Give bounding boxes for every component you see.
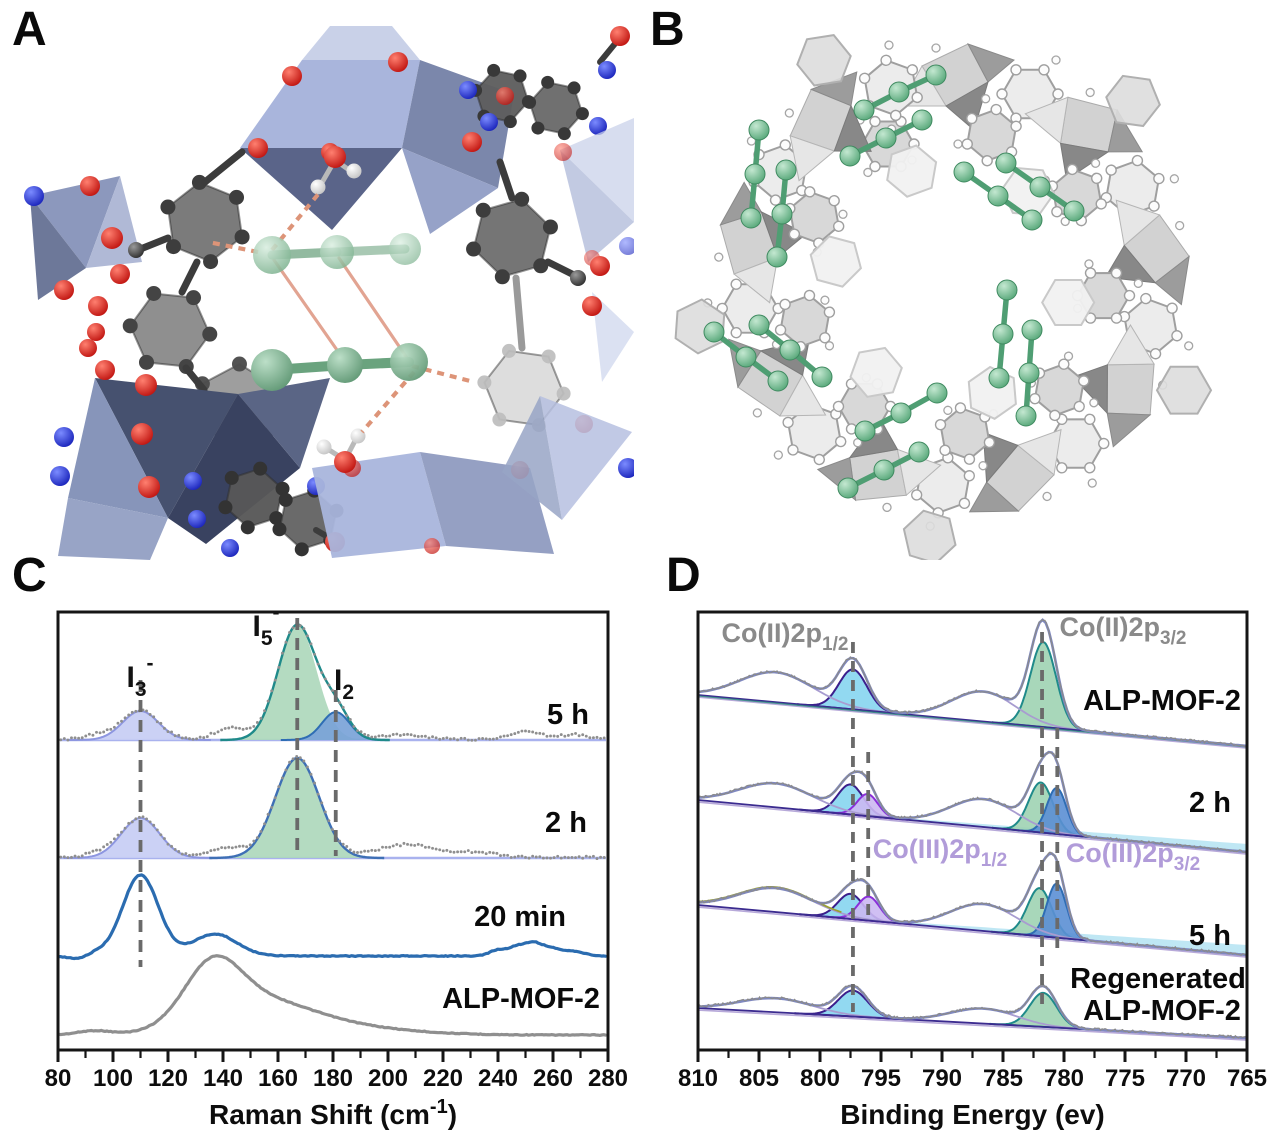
xps-guide-lines [851,632,1060,1012]
halogen-bond-dashed [360,370,416,434]
svg-text:ALP-MOF-2: ALP-MOF-2 [1083,685,1241,717]
svg-text:Co(III)2p3/2: Co(III)2p3/2 [1066,838,1200,875]
svg-text:Regenerated: Regenerated [1070,963,1246,995]
svg-text:100: 100 [93,1065,133,1092]
raman-guide-lines [138,618,338,967]
svg-text:ALP-MOF-2: ALP-MOF-2 [1083,995,1241,1027]
svg-text:260: 260 [533,1065,573,1092]
xps-trace-5-h [697,851,1248,958]
xps-x-axis-title: Binding Energy (ev) [840,1099,1104,1130]
svg-text:240: 240 [478,1065,518,1092]
svg-text:80: 80 [45,1065,72,1092]
panel-b-letter: B [650,3,685,56]
svg-text:140: 140 [203,1065,243,1092]
svg-text:790: 790 [922,1065,962,1092]
svg-text:775: 775 [1105,1065,1145,1092]
svg-text:770: 770 [1166,1065,1206,1092]
panel-c-raman-spectra-chart: I3- I5- I2 ALP-MOF-2 20 min 2 h 5 h 80 100 120 140… [45,601,628,1130]
axes: 810 805 800 795 790 785 780 775 770 765 Binding En… [678,610,1267,1130]
panel-d-xps-spectra-chart: Co(II)2p1/2 Co(II)2p3/2 Co(III)2p1/2 Co(III… [678,610,1267,1130]
panel-a-mof-cage-structure-image [24,26,634,560]
panel-c-letter: C [12,549,47,602]
svg-text:2 h: 2 h [545,807,587,839]
svg-text:765: 765 [1227,1065,1267,1092]
svg-text:280: 280 [588,1065,628,1092]
panel-d-letter: D [666,549,701,602]
svg-text:180: 180 [313,1065,353,1092]
svg-text:Co(III)2p1/2: Co(III)2p1/2 [873,834,1007,871]
raman-trace-20-min [57,873,608,961]
svg-text:Co(II)2p3/2: Co(II)2p3/2 [1060,612,1187,649]
xps-trace-2-h [697,750,1248,855]
svg-text:20 min: 20 min [474,901,566,933]
svg-text:2 h: 2 h [1189,787,1231,819]
panel-b-mof-framework-structure-image [674,27,1213,560]
iodine-chains [703,64,1085,499]
svg-text:220: 220 [423,1065,463,1092]
svg-text:795: 795 [861,1065,901,1092]
xps-trace-alp-mof-2 [697,618,1248,749]
svg-text:5 h: 5 h [547,699,589,731]
xps-component-labels: Co(II)2p1/2 Co(II)2p3/2 Co(III)2p1/2 Co(III… [722,612,1201,875]
svg-text:800: 800 [800,1065,840,1092]
svg-text:805: 805 [739,1065,779,1092]
raman-x-axis-title: Raman Shift (cm-1) [209,1096,457,1130]
raman-peak-labels: I3- I5- I2 [126,601,354,704]
mof-cage-drawing [24,26,634,560]
raman-trace-alp-mof-2 [57,954,608,1037]
svg-text:200: 200 [368,1065,408,1092]
svg-text:I5-: I5- [252,601,279,650]
axes: 80 100 120 140 160 180 200 220 240 260 280 Raman Sh… [45,610,628,1130]
svg-text:160: 160 [258,1065,298,1092]
svg-text:ALP-MOF-2: ALP-MOF-2 [442,983,600,1015]
raman-trace-labels: ALP-MOF-2 20 min 2 h 5 h [442,699,600,1015]
halogen-bond-dashed [207,239,259,255]
halogen-bond-dashed [411,363,475,385]
svg-text:I3-: I3- [126,652,153,701]
panel-a-letter: A [12,3,47,56]
svg-text:Co(II)2p1/2: Co(II)2p1/2 [722,618,849,655]
svg-text:780: 780 [1044,1065,1084,1092]
svg-text:I2: I2 [334,664,354,704]
svg-text:785: 785 [983,1065,1023,1092]
svg-text:120: 120 [148,1065,188,1092]
svg-text:5 h: 5 h [1189,920,1231,952]
mof-framework-drawing [674,27,1213,560]
svg-text:810: 810 [678,1065,718,1092]
